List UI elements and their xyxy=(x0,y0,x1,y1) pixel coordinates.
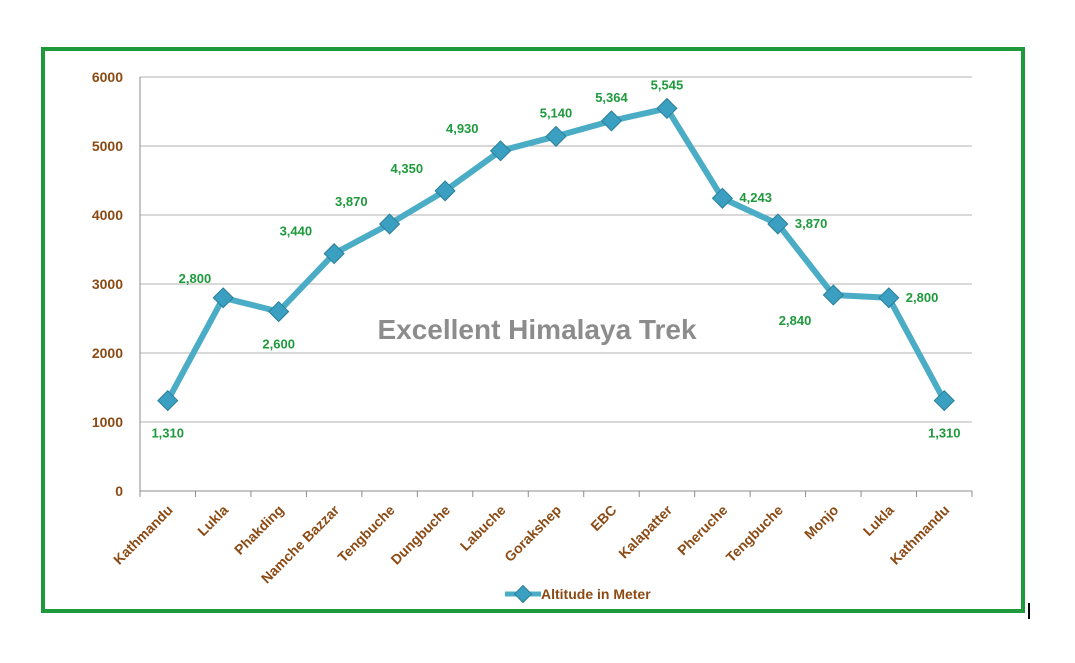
y-tick-label: 3000 xyxy=(92,276,123,292)
y-tick-label: 5000 xyxy=(92,138,123,154)
data-point-marker xyxy=(212,287,234,309)
data-label: 3,870 xyxy=(795,216,828,231)
data-point-marker xyxy=(323,243,345,265)
data-point-marker xyxy=(600,110,623,132)
data-point-marker xyxy=(933,390,955,412)
gridlines xyxy=(139,76,973,497)
x-tick-label: Pheruche xyxy=(674,502,731,559)
y-tick-label: 4000 xyxy=(92,207,123,223)
y-tick-label: 1000 xyxy=(92,414,123,430)
watermark-text: Excellent Himalaya Trek xyxy=(377,314,697,345)
x-tick-label: Phakding xyxy=(231,502,287,558)
data-label: 1,310 xyxy=(928,426,961,441)
data-point-marker xyxy=(656,97,678,120)
x-tick-label: Gorakshep xyxy=(501,502,564,565)
x-tick-label: Kathmandu xyxy=(110,502,176,568)
data-point-marker xyxy=(767,213,789,235)
x-tick-label: Tengbuche xyxy=(723,502,787,566)
data-label: 1,310 xyxy=(151,426,184,441)
series-line xyxy=(164,105,948,404)
y-tick-label: 6000 xyxy=(92,69,123,85)
x-tick-label: Lukla xyxy=(194,502,231,539)
data-point-marker xyxy=(878,287,900,309)
data-label: 3,870 xyxy=(335,194,368,209)
y-axis-tick-labels: 0 1000 2000 3000 4000 5000 6000 xyxy=(92,69,123,499)
data-labels: 1,310 2,800 2,600 3,440 3,870 4,350 4,930 5,140… xyxy=(151,77,960,440)
x-tick-label: EBC xyxy=(587,502,619,534)
edge-mark xyxy=(1028,603,1030,619)
data-label: 5,364 xyxy=(595,90,628,105)
data-point-marker xyxy=(434,180,456,202)
data-point-marker xyxy=(489,140,512,162)
data-label: 5,140 xyxy=(540,105,573,120)
x-tick-label: Labuche xyxy=(457,502,509,554)
data-point-marker xyxy=(268,300,290,323)
x-tick-label: Kathmandu xyxy=(887,502,953,568)
data-label: 4,930 xyxy=(446,121,479,136)
legend: Altitude in Meter xyxy=(505,584,651,604)
data-label: 2,600 xyxy=(262,337,295,352)
data-label: 2,800 xyxy=(179,271,212,286)
x-tick-label: Lukla xyxy=(860,502,897,539)
data-point-marker xyxy=(157,390,179,412)
x-tick-label: Monjo xyxy=(801,502,841,542)
series-altitude xyxy=(157,97,955,412)
data-point-marker xyxy=(378,213,401,235)
x-tick-label: Dungbuche xyxy=(387,502,453,568)
legend-label: Altitude in Meter xyxy=(541,586,651,602)
data-label: 5,545 xyxy=(651,77,684,92)
data-label: 2,800 xyxy=(906,290,939,305)
data-label: 3,440 xyxy=(280,224,313,239)
data-point-marker xyxy=(545,125,567,147)
data-point-marker xyxy=(711,187,734,209)
data-point-marker xyxy=(822,284,844,306)
data-label: 2,840 xyxy=(779,313,812,328)
legend-marker-swatch xyxy=(513,584,533,604)
data-label: 4,243 xyxy=(739,190,772,205)
data-label: 4,350 xyxy=(391,161,424,176)
y-tick-label: 0 xyxy=(115,483,123,499)
x-tick-label: Kalapatter xyxy=(615,501,675,561)
y-tick-label: 2000 xyxy=(92,345,123,361)
